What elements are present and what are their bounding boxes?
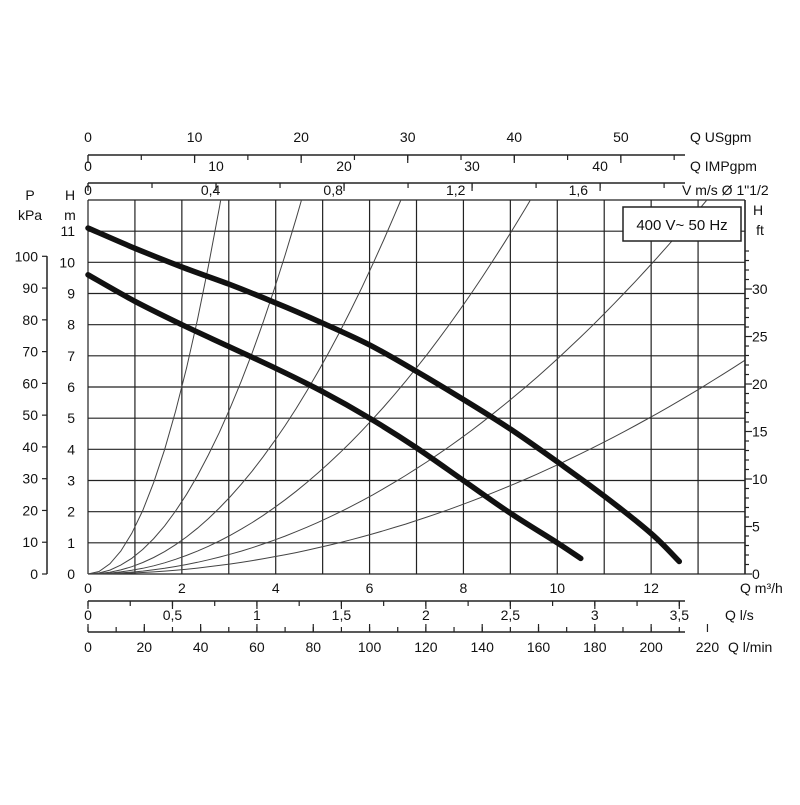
system-curve bbox=[87, 199, 402, 575]
usgpm-tick-label: 40 bbox=[507, 129, 523, 145]
lmin-tick-label: 220 bbox=[696, 639, 720, 655]
top-axis-label-velocity: V m/s Ø 1"1/2 bbox=[682, 182, 769, 198]
x-tick-label-m3h: 8 bbox=[460, 580, 468, 596]
y-tick-label-m: 7 bbox=[67, 348, 75, 364]
left-m-label-top: H bbox=[65, 187, 75, 203]
right-ft-label-top: H bbox=[753, 202, 763, 218]
bottom-axis-label-lmin: Q l/min bbox=[728, 639, 772, 655]
y-tick-label-m: 8 bbox=[67, 317, 75, 333]
usgpm-tick-label: 20 bbox=[293, 129, 309, 145]
lmin-tick-label: 60 bbox=[249, 639, 265, 655]
impgpm-tick-label: 20 bbox=[336, 158, 352, 174]
y-tick-label-kpa: 10 bbox=[22, 534, 38, 550]
y-tick-label-kpa: 0 bbox=[30, 566, 38, 582]
velocity-tick-label: 0,8 bbox=[323, 182, 343, 198]
y-tick-label-kpa: 50 bbox=[22, 407, 38, 423]
bottom-axis-label-ls: Q l/s bbox=[725, 607, 754, 623]
x-tick-label-m3h: 6 bbox=[366, 580, 374, 596]
x-tick-label-m3h: 0 bbox=[84, 580, 92, 596]
left-m-label-bottom: m bbox=[64, 207, 76, 223]
usgpm-tick-label: 50 bbox=[613, 129, 629, 145]
voltage-annotation: 400 V~ 50 Hz bbox=[636, 217, 727, 234]
y-tick-label-ft: 15 bbox=[752, 424, 768, 440]
y-tick-label-ft: 25 bbox=[752, 329, 768, 345]
y-tick-label-ft: 20 bbox=[752, 376, 768, 392]
y-tick-label-m: 6 bbox=[67, 379, 75, 395]
lmin-tick-label: 120 bbox=[414, 639, 438, 655]
velocity-tick-label: 1,6 bbox=[569, 182, 589, 198]
ls-tick-label: 2,5 bbox=[501, 607, 521, 623]
y-tick-label-kpa: 100 bbox=[15, 248, 39, 264]
x-tick-label-m3h: 4 bbox=[272, 580, 280, 596]
y-tick-label-kpa: 20 bbox=[22, 502, 38, 518]
y-tick-label-m: 11 bbox=[60, 223, 75, 239]
y-tick-label-ft: 5 bbox=[752, 519, 760, 535]
system-curve bbox=[87, 359, 746, 575]
y-tick-label-m: 1 bbox=[67, 535, 75, 551]
pump-curves bbox=[85, 225, 683, 565]
y-tick-label-kpa: 90 bbox=[22, 280, 38, 296]
impgpm-tick-label: 0 bbox=[84, 158, 92, 174]
y-tick-label-m: 4 bbox=[67, 441, 75, 457]
ls-tick-label: 0,5 bbox=[163, 607, 183, 623]
lmin-tick-label: 80 bbox=[305, 639, 321, 655]
ls-tick-label: 1 bbox=[253, 607, 261, 623]
y-tick-label-kpa: 60 bbox=[22, 375, 38, 391]
impgpm-tick-label: 40 bbox=[592, 158, 608, 174]
ls-tick-label: 2 bbox=[422, 607, 430, 623]
plot-grid bbox=[87, 199, 746, 575]
y-tick-label-ft: 30 bbox=[752, 281, 768, 297]
lmin-tick-label: 0 bbox=[84, 639, 92, 655]
top-axis-label-usgpm: Q USgpm bbox=[690, 129, 751, 145]
y-tick-label-m: 0 bbox=[67, 566, 75, 582]
pump-curve-lower bbox=[85, 272, 584, 562]
velocity-tick-label: 1,2 bbox=[446, 182, 466, 198]
velocity-tick-label: 0 bbox=[84, 182, 92, 198]
system-curve bbox=[87, 199, 531, 575]
usgpm-tick-label: 30 bbox=[400, 129, 416, 145]
velocity-tick-label: 0,4 bbox=[201, 182, 221, 198]
tick-labels: 0 2 4 6 8 10 120123456789101101020304050607080… bbox=[15, 129, 768, 655]
usgpm-tick-label: 0 bbox=[84, 129, 92, 145]
y-tick-label-m: 10 bbox=[59, 254, 75, 270]
ls-tick-label: 3,5 bbox=[670, 607, 690, 623]
left-kpa-label-bottom: kPa bbox=[18, 207, 42, 223]
lmin-tick-label: 100 bbox=[358, 639, 382, 655]
axes bbox=[42, 154, 752, 633]
lmin-tick-label: 140 bbox=[471, 639, 495, 655]
system-curve bbox=[87, 199, 708, 575]
y-tick-label-m: 9 bbox=[67, 286, 75, 302]
y-tick-label-kpa: 80 bbox=[22, 312, 38, 328]
y-tick-label-ft: 0 bbox=[752, 566, 760, 582]
x-axis-label-m3h: Q m³/h bbox=[740, 580, 783, 596]
pump-curve-upper bbox=[85, 225, 683, 565]
lmin-tick-label: 160 bbox=[527, 639, 551, 655]
x-tick-label-m3h: 2 bbox=[178, 580, 186, 596]
x-tick-label-m3h: 10 bbox=[549, 580, 565, 596]
ls-tick-label: 1,5 bbox=[332, 607, 352, 623]
lmin-tick-label: 200 bbox=[639, 639, 663, 655]
ls-tick-label: 0 bbox=[84, 607, 92, 623]
y-tick-label-kpa: 40 bbox=[22, 439, 38, 455]
lmin-tick-label: 20 bbox=[137, 639, 153, 655]
y-tick-label-m: 5 bbox=[67, 410, 75, 426]
lmin-tick-label: 180 bbox=[583, 639, 607, 655]
voltage-annotation-box bbox=[622, 206, 742, 242]
lmin-tick-label: 40 bbox=[193, 639, 209, 655]
impgpm-tick-label: 30 bbox=[464, 158, 480, 174]
right-ft-label-bottom: ft bbox=[756, 222, 764, 238]
left-kpa-label-top: P bbox=[25, 187, 34, 203]
y-tick-label-kpa: 30 bbox=[22, 471, 38, 487]
y-tick-label-m: 3 bbox=[67, 473, 75, 489]
ls-tick-label: 3 bbox=[591, 607, 599, 623]
y-tick-label-kpa: 70 bbox=[22, 344, 38, 360]
y-tick-label-ft: 10 bbox=[752, 471, 768, 487]
y-tick-label-m: 2 bbox=[67, 504, 75, 520]
x-tick-label-m3h: 12 bbox=[643, 580, 659, 596]
impgpm-tick-label: 10 bbox=[208, 158, 224, 174]
usgpm-tick-label: 10 bbox=[187, 129, 203, 145]
top-axis-label-impgpm: Q IMPgpm bbox=[690, 158, 757, 174]
